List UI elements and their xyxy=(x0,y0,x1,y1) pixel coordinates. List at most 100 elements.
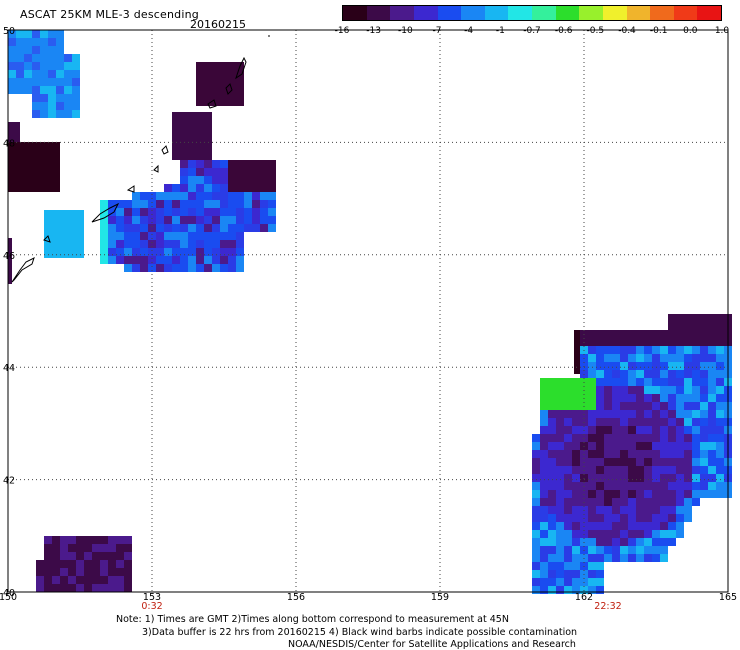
data-pixel xyxy=(172,248,180,256)
data-pixel xyxy=(644,442,652,450)
data-pixel xyxy=(652,434,660,442)
data-pixel xyxy=(700,386,708,394)
data-pixel xyxy=(52,576,60,584)
data-pixel xyxy=(628,330,636,338)
data-pixel xyxy=(668,330,676,338)
data-pixel xyxy=(72,86,80,94)
data-pixel xyxy=(668,370,676,378)
data-pixel xyxy=(532,450,540,458)
data-pixel xyxy=(220,208,228,216)
data-pixel xyxy=(684,354,692,362)
data-pixel xyxy=(668,522,676,530)
lat-tick-label: 40 xyxy=(3,588,15,599)
data-pixel xyxy=(692,370,700,378)
data-pixel xyxy=(32,46,40,54)
colorbar-label: -7 xyxy=(432,26,442,36)
data-pixel xyxy=(32,62,40,70)
data-pixel xyxy=(660,530,668,538)
data-pixel xyxy=(108,544,116,552)
data-pixel xyxy=(32,38,40,46)
data-pixel xyxy=(596,586,604,594)
data-pixel xyxy=(268,208,276,216)
data-pixel xyxy=(556,562,564,570)
data-pixel xyxy=(76,560,84,568)
data-pixel xyxy=(652,362,660,370)
data-pixel xyxy=(204,264,212,272)
data-pixel xyxy=(116,200,124,208)
data-pixel xyxy=(588,346,596,354)
data-pixel xyxy=(644,546,652,554)
data-pixel xyxy=(572,386,580,394)
data-pixel xyxy=(188,248,196,256)
data-pixel xyxy=(564,530,572,538)
data-pixel xyxy=(644,394,652,402)
data-pixel xyxy=(268,224,276,232)
data-pixel xyxy=(644,498,652,506)
data-pixel xyxy=(572,506,580,514)
data-pixel xyxy=(692,362,700,370)
data-pixel xyxy=(684,370,692,378)
data-pixel xyxy=(596,578,604,586)
data-pixel xyxy=(532,442,540,450)
data-pixel xyxy=(572,514,580,522)
data-pixel xyxy=(124,216,132,224)
data-pixel xyxy=(188,224,196,232)
data-pixel xyxy=(708,410,716,418)
data-layer xyxy=(8,30,732,594)
data-pixel xyxy=(596,434,604,442)
data-pixel xyxy=(68,560,76,568)
data-pixel xyxy=(716,314,724,322)
data-pixel xyxy=(108,200,116,208)
data-pixel xyxy=(540,418,548,426)
data-pixel xyxy=(636,458,644,466)
data-pixel xyxy=(548,418,556,426)
data-pixel xyxy=(652,370,660,378)
data-pixel xyxy=(532,434,540,442)
data-pixel xyxy=(564,482,572,490)
data-pixel xyxy=(588,442,596,450)
data-pixel xyxy=(660,338,668,346)
data-pixel xyxy=(708,394,716,402)
data-pixel xyxy=(628,506,636,514)
data-pixel xyxy=(620,466,628,474)
data-pixel xyxy=(700,458,708,466)
data-pixel xyxy=(596,418,604,426)
data-pixel xyxy=(636,490,644,498)
data-pixel xyxy=(180,184,188,192)
data-pixel xyxy=(716,410,724,418)
data-pixel xyxy=(676,482,684,490)
data-pixel xyxy=(596,474,604,482)
data-pixel xyxy=(604,522,612,530)
data-pixel xyxy=(572,426,580,434)
data-pixel xyxy=(652,498,660,506)
data-pixel xyxy=(60,568,68,576)
data-pixel xyxy=(604,490,612,498)
data-pixel xyxy=(644,490,652,498)
data-pixel xyxy=(236,184,244,192)
data-pixel xyxy=(32,30,40,38)
data-pixel xyxy=(92,568,100,576)
data-pixel xyxy=(204,208,212,216)
data-pixel xyxy=(604,530,612,538)
data-pixel xyxy=(212,232,220,240)
data-pixel xyxy=(140,208,148,216)
data-pixel xyxy=(180,176,188,184)
data-pixel xyxy=(548,466,556,474)
data-pixel xyxy=(644,354,652,362)
data-pixel xyxy=(108,216,116,224)
data-pixel xyxy=(676,330,684,338)
data-pixel xyxy=(716,442,724,450)
map-frame xyxy=(7,29,729,593)
data-pixel xyxy=(140,256,148,264)
data-pixel xyxy=(156,200,164,208)
data-pixel xyxy=(64,70,72,78)
data-pixel xyxy=(244,192,252,200)
data-pixel xyxy=(612,370,620,378)
coastline-layer xyxy=(11,35,270,283)
data-pixel xyxy=(716,418,724,426)
data-pixel xyxy=(652,458,660,466)
lon-tick-label: 162 xyxy=(575,592,593,603)
data-pixel xyxy=(212,160,220,168)
data-pixel xyxy=(636,554,644,562)
data-pixel xyxy=(148,232,156,240)
